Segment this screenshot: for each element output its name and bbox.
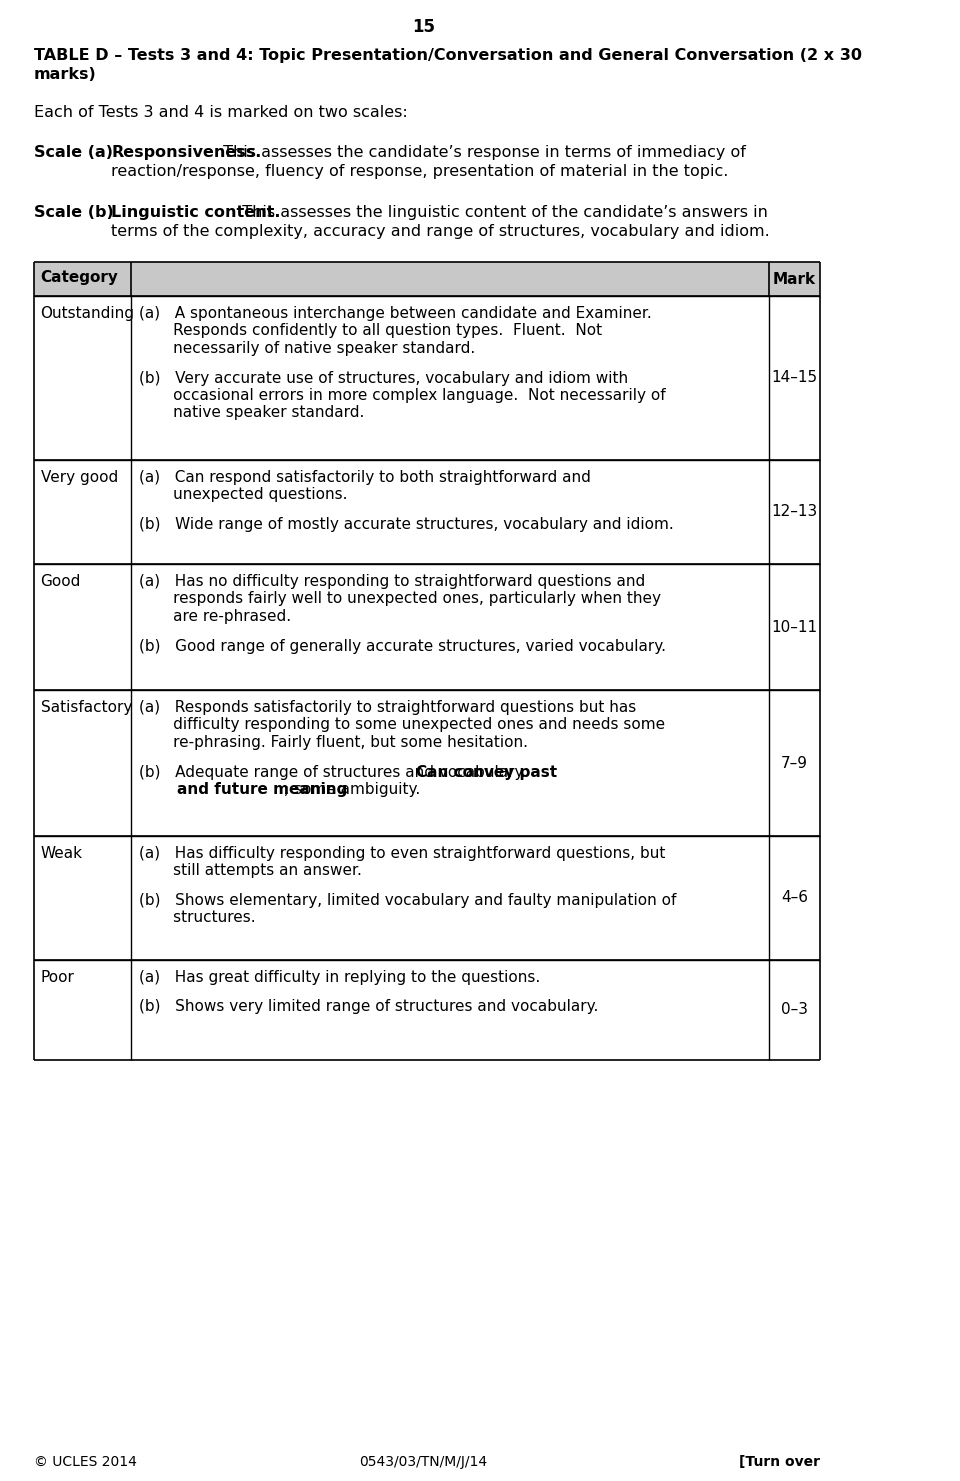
- Text: Scale (a): Scale (a): [34, 145, 112, 160]
- Text: © UCLES 2014: © UCLES 2014: [34, 1454, 136, 1469]
- Text: Category: Category: [40, 270, 118, 284]
- Text: 14–15: 14–15: [772, 370, 818, 385]
- Text: TABLE D – Tests 3 and 4: Topic Presentation/Conversation and General Conversatio: TABLE D – Tests 3 and 4: Topic Presentat…: [34, 47, 861, 64]
- Text: occasional errors in more complex language.  Not necessarily of: occasional errors in more complex langua…: [139, 388, 666, 403]
- Text: are re-phrased.: are re-phrased.: [139, 609, 292, 624]
- Text: structures.: structures.: [139, 911, 256, 926]
- Text: (a)   Has difficulty responding to even straightforward questions, but: (a) Has difficulty responding to even st…: [139, 846, 665, 860]
- Text: reaction/response, fluency of response, presentation of material in the topic.: reaction/response, fluency of response, …: [111, 164, 729, 179]
- Text: (b)   Shows very limited range of structures and vocabulary.: (b) Shows very limited range of structur…: [139, 1000, 599, 1014]
- Text: (b)   Adequate range of structures and vocabulary.: (b) Adequate range of structures and voc…: [139, 764, 532, 779]
- Text: Good: Good: [40, 575, 81, 589]
- Text: 7–9: 7–9: [781, 755, 808, 770]
- Text: Outstanding: Outstanding: [40, 307, 134, 321]
- Text: 0–3: 0–3: [781, 1003, 808, 1017]
- Text: (a)   Has great difficulty in replying to the questions.: (a) Has great difficulty in replying to …: [139, 970, 540, 985]
- Text: Responds confidently to all question types.  Fluent.  Not: Responds confidently to all question typ…: [139, 323, 603, 339]
- Text: (a)   Responds satisfactorily to straightforward questions but has: (a) Responds satisfactorily to straightf…: [139, 701, 636, 715]
- Text: native speaker standard.: native speaker standard.: [139, 406, 365, 421]
- Text: terms of the complexity, accuracy and range of structures, vocabulary and idiom.: terms of the complexity, accuracy and ra…: [111, 224, 770, 238]
- Text: Linguistic content.: Linguistic content.: [111, 204, 280, 221]
- Text: Very good: Very good: [40, 469, 118, 484]
- Text: unexpected questions.: unexpected questions.: [139, 487, 348, 502]
- Bar: [34, 262, 820, 296]
- Text: (a)   A spontaneous interchange between candidate and Examiner.: (a) A spontaneous interchange between ca…: [139, 307, 652, 321]
- Text: and future meaning: and future meaning: [178, 782, 348, 797]
- Text: 12–13: 12–13: [772, 505, 818, 520]
- Text: (a)   Can respond satisfactorily to both straightforward and: (a) Can respond satisfactorily to both s…: [139, 469, 591, 484]
- Text: This assesses the linguistic content of the candidate’s answers in: This assesses the linguistic content of …: [232, 204, 768, 221]
- Text: [Turn over: [Turn over: [739, 1454, 820, 1469]
- Text: necessarily of native speaker standard.: necessarily of native speaker standard.: [139, 341, 475, 355]
- Text: Mark: Mark: [773, 271, 816, 286]
- Text: Can convey past: Can convey past: [416, 764, 557, 779]
- Text: (a)   Has no difficulty responding to straightforward questions and: (a) Has no difficulty responding to stra…: [139, 575, 645, 589]
- Text: (b)   Very accurate use of structures, vocabulary and idiom with: (b) Very accurate use of structures, voc…: [139, 370, 629, 385]
- Text: Weak: Weak: [40, 846, 83, 860]
- Text: 10–11: 10–11: [772, 619, 818, 634]
- Text: ; some ambiguity.: ; some ambiguity.: [284, 782, 420, 797]
- Text: 4–6: 4–6: [781, 890, 808, 905]
- Text: responds fairly well to unexpected ones, particularly when they: responds fairly well to unexpected ones,…: [139, 591, 661, 607]
- Text: (b)   Good range of generally accurate structures, varied vocabulary.: (b) Good range of generally accurate str…: [139, 638, 666, 653]
- Text: Poor: Poor: [40, 970, 75, 985]
- Text: This assesses the candidate’s response in terms of immediacy of: This assesses the candidate’s response i…: [218, 145, 746, 160]
- Text: 15: 15: [412, 18, 435, 36]
- Text: Satisfactory: Satisfactory: [40, 701, 132, 715]
- Text: marks): marks): [34, 67, 96, 81]
- Text: Scale (b): Scale (b): [34, 204, 113, 221]
- Text: 0543/03/TN/M/J/14: 0543/03/TN/M/J/14: [359, 1454, 488, 1469]
- Text: Each of Tests 3 and 4 is marked on two scales:: Each of Tests 3 and 4 is marked on two s…: [34, 105, 407, 120]
- Text: Responsiveness.: Responsiveness.: [111, 145, 261, 160]
- Text: difficulty responding to some unexpected ones and needs some: difficulty responding to some unexpected…: [139, 717, 665, 733]
- Text: re-phrasing. Fairly fluent, but some hesitation.: re-phrasing. Fairly fluent, but some hes…: [139, 735, 528, 749]
- Text: still attempts an answer.: still attempts an answer.: [139, 863, 362, 878]
- Text: (b)   Wide range of mostly accurate structures, vocabulary and idiom.: (b) Wide range of mostly accurate struct…: [139, 517, 674, 532]
- Text: (b)   Shows elementary, limited vocabulary and faulty manipulation of: (b) Shows elementary, limited vocabulary…: [139, 893, 677, 908]
